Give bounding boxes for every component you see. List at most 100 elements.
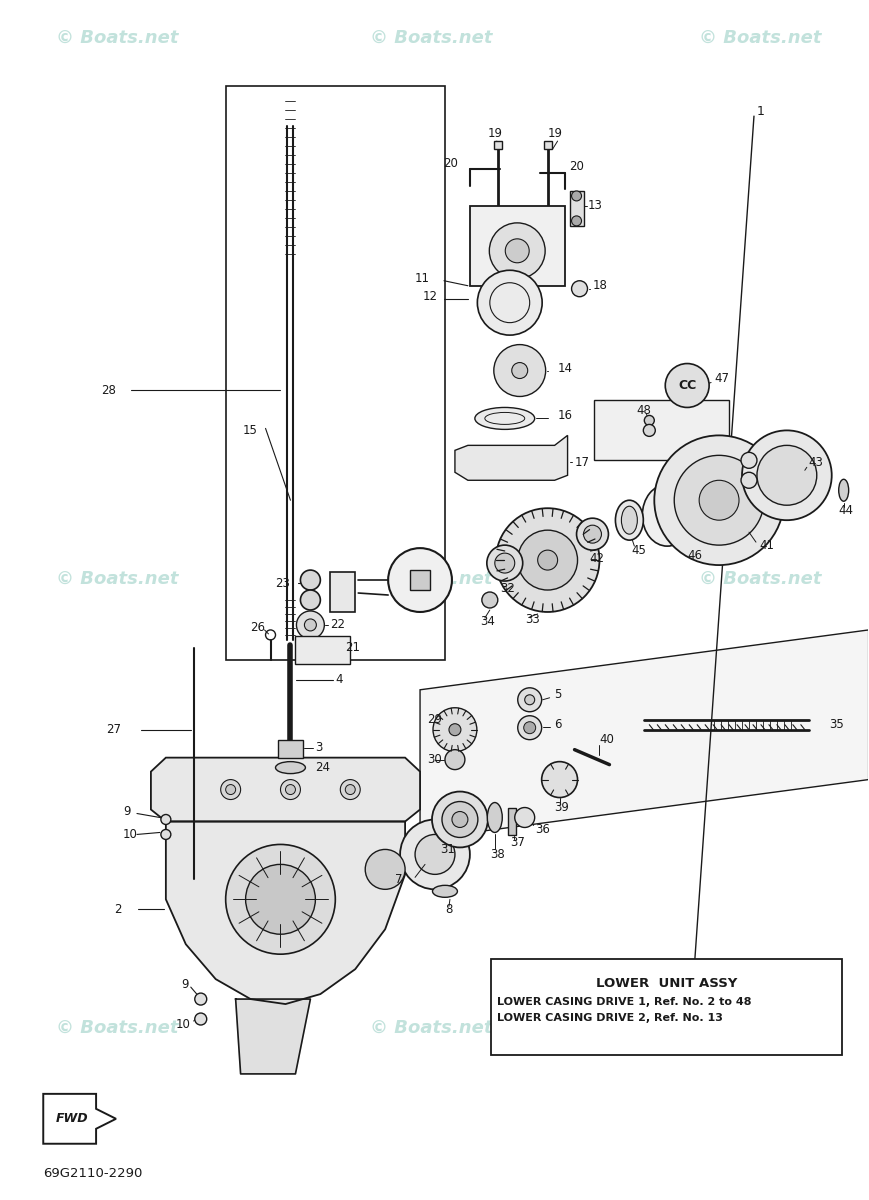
Text: 7: 7 (395, 872, 402, 886)
Circle shape (654, 436, 784, 565)
Ellipse shape (275, 762, 305, 774)
Polygon shape (43, 1094, 116, 1144)
Bar (569, 191, 583, 226)
Text: 21: 21 (345, 641, 361, 654)
Text: 46: 46 (687, 548, 702, 562)
Text: © Boats.net: © Boats.net (56, 1019, 179, 1037)
Text: LOWER  UNIT ASSY: LOWER UNIT ASSY (595, 977, 737, 990)
Circle shape (221, 780, 241, 799)
Text: 36: 36 (534, 823, 549, 836)
Ellipse shape (477, 270, 542, 335)
Circle shape (741, 473, 757, 488)
Ellipse shape (615, 500, 643, 540)
Bar (507, 808, 515, 835)
Circle shape (643, 425, 655, 437)
Ellipse shape (474, 408, 534, 430)
Text: 29: 29 (427, 713, 442, 726)
Text: 9: 9 (123, 805, 130, 818)
Circle shape (442, 802, 478, 838)
Text: © Boats.net: © Boats.net (370, 570, 493, 588)
Text: LOWER CASING DRIVE 2, Ref. No. 13: LOWER CASING DRIVE 2, Ref. No. 13 (497, 1013, 723, 1024)
Circle shape (494, 344, 546, 396)
Bar (277, 739, 303, 757)
Circle shape (449, 724, 461, 736)
Text: 37: 37 (510, 836, 525, 848)
Circle shape (400, 820, 470, 889)
Text: 12: 12 (423, 290, 438, 304)
Circle shape (572, 191, 581, 200)
Text: 10: 10 (123, 828, 138, 841)
Bar (491, 959, 841, 1055)
Bar (544, 142, 552, 149)
Circle shape (494, 553, 514, 574)
Text: 15: 15 (242, 424, 257, 437)
Circle shape (644, 415, 654, 426)
Text: 8: 8 (445, 902, 453, 916)
Text: 5: 5 (554, 689, 562, 701)
Circle shape (666, 364, 709, 408)
Text: 27: 27 (106, 724, 121, 736)
Text: © Boats.net: © Boats.net (370, 29, 493, 47)
Text: 14: 14 (558, 362, 573, 376)
Text: LOWER CASING DRIVE 1, Ref. No. 2 to 48: LOWER CASING DRIVE 1, Ref. No. 2 to 48 (497, 997, 752, 1007)
Text: 48: 48 (636, 404, 651, 416)
Ellipse shape (642, 485, 693, 546)
Circle shape (700, 480, 739, 520)
Circle shape (286, 785, 295, 794)
Circle shape (452, 811, 468, 828)
Bar (330, 572, 355, 612)
Text: 43: 43 (809, 456, 824, 469)
Text: 22: 22 (330, 618, 345, 631)
Text: 4: 4 (335, 673, 342, 686)
Circle shape (525, 695, 534, 704)
Text: 6: 6 (554, 719, 562, 731)
Circle shape (365, 850, 405, 889)
Text: 24: 24 (315, 761, 330, 774)
Text: 69G2110-2290: 69G2110-2290 (43, 1168, 143, 1180)
Text: © Boats.net: © Boats.net (56, 570, 179, 588)
Circle shape (541, 762, 578, 798)
Circle shape (341, 780, 361, 799)
Text: 11: 11 (415, 272, 430, 286)
Circle shape (576, 518, 608, 550)
Text: © Boats.net: © Boats.net (56, 29, 179, 47)
Circle shape (512, 362, 527, 378)
Circle shape (572, 216, 581, 226)
Bar (295, 636, 350, 664)
Text: 19: 19 (488, 126, 503, 139)
Text: 42: 42 (589, 552, 605, 564)
Circle shape (505, 239, 529, 263)
Circle shape (226, 845, 335, 954)
Ellipse shape (621, 506, 637, 534)
Text: 45: 45 (632, 544, 647, 557)
Circle shape (572, 281, 587, 296)
Text: © Boats.net: © Boats.net (700, 29, 822, 47)
Circle shape (226, 785, 235, 794)
Text: 44: 44 (839, 504, 853, 517)
Text: 47: 47 (714, 372, 729, 385)
Polygon shape (594, 401, 729, 461)
Circle shape (674, 455, 764, 545)
Circle shape (433, 708, 477, 751)
Circle shape (524, 721, 535, 733)
Circle shape (415, 834, 455, 875)
Text: 19: 19 (547, 126, 562, 139)
Text: 40: 40 (600, 733, 614, 746)
Text: 2: 2 (114, 902, 122, 916)
Text: © Boats.net: © Boats.net (700, 1019, 822, 1037)
Text: 34: 34 (480, 616, 494, 629)
Text: 20: 20 (569, 160, 585, 173)
Circle shape (304, 619, 316, 631)
Circle shape (496, 509, 600, 612)
Circle shape (445, 750, 465, 769)
Circle shape (518, 688, 541, 712)
Circle shape (487, 545, 523, 581)
Circle shape (583, 526, 601, 544)
Ellipse shape (839, 479, 849, 502)
Circle shape (432, 792, 488, 847)
Text: CC: CC (678, 379, 696, 392)
Ellipse shape (488, 803, 502, 833)
Text: © Boats.net: © Boats.net (370, 1019, 493, 1037)
Circle shape (161, 815, 171, 824)
Text: 9: 9 (181, 978, 189, 991)
